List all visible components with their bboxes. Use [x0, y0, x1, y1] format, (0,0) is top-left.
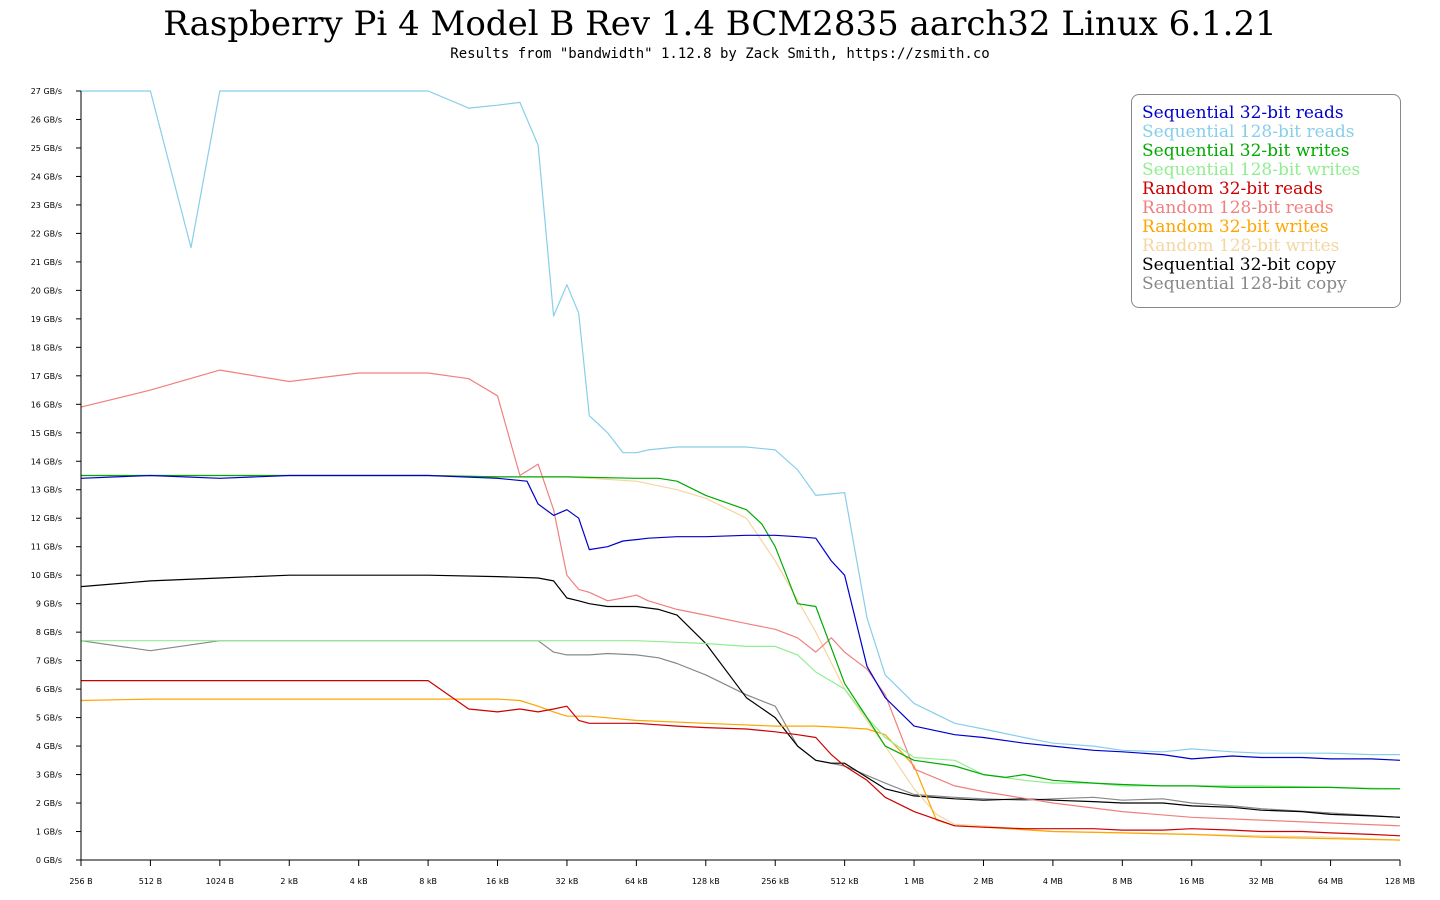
x-tick-label: 512 B: [139, 877, 162, 886]
y-tick-label: 0 GB/s: [36, 856, 62, 865]
legend-entry: Sequential 32-bit copy: [1142, 255, 1336, 275]
x-tick-label: 256 B: [69, 877, 92, 886]
y-tick-label: 15 GB/s: [31, 429, 62, 438]
legend-entry: Random 128-bit writes: [1142, 236, 1340, 256]
legend-entry: Sequential 32-bit reads: [1142, 103, 1344, 123]
legend-entry: Sequential 128-bit writes: [1142, 160, 1361, 180]
y-tick-label: 23 GB/s: [31, 201, 62, 210]
series-line-random-32-bit-writes: [80, 698, 1401, 841]
series-line-sequential-32-bit-reads: [80, 474, 1401, 761]
y-tick-label: 17 GB/s: [31, 372, 62, 381]
legend-entry: Sequential 128-bit reads: [1142, 122, 1355, 142]
y-tick-label: 5 GB/s: [36, 714, 62, 723]
series-line-random-32-bit-reads: [81, 679, 1401, 837]
x-tick-label: 128 MB: [1385, 877, 1415, 886]
y-tick-label: 19 GB/s: [31, 315, 62, 324]
series-line-sequential-128-bit-writes: [81, 640, 1401, 790]
y-tick-label: 11 GB/s: [31, 543, 62, 552]
chart-subtitle: Results from "bandwidth" 1.12.8 by Zack …: [450, 46, 990, 62]
x-tick-label: 2 kB: [280, 877, 298, 886]
y-tick-label: 21 GB/s: [31, 258, 62, 267]
x-tick-label: 1024 B: [206, 877, 234, 886]
x-tick-label: 4 MB: [1043, 877, 1063, 886]
x-tick-label: 16 MB: [1179, 877, 1204, 886]
x-tick-label: 1 MB: [904, 877, 924, 886]
x-tick-label: 64 MB: [1318, 877, 1343, 886]
legend: Sequential 32-bit reads Sequential 128-bi…: [1131, 94, 1401, 308]
y-tick-label: 14 GB/s: [31, 457, 62, 466]
y-tick-label: 8 GB/s: [36, 628, 62, 637]
x-tick-label: 128 kB: [692, 877, 720, 886]
x-tick-label: 256 kB: [761, 877, 789, 886]
y-tick-label: 18 GB/s: [31, 343, 62, 352]
y-tick-label: 27 GB/s: [31, 87, 62, 96]
legend-entry: Random 32-bit writes: [1142, 217, 1329, 237]
x-tick-label: 32 kB: [556, 877, 579, 886]
legend-entry: Random 128-bit reads: [1142, 198, 1334, 218]
x-tick-label: 512 kB: [831, 877, 859, 886]
y-tick-label: 3 GB/s: [36, 771, 62, 780]
series-line-sequential-32-bit-copy: [80, 574, 1401, 818]
x-tick-label: 2 MB: [973, 877, 993, 886]
y-tick-label: 6 GB/s: [36, 685, 62, 694]
y-tick-label: 25 GB/s: [31, 144, 62, 153]
y-tick-label: 26 GB/s: [31, 115, 62, 124]
y-tick-label: 4 GB/s: [36, 742, 62, 751]
legend-entry: Random 32-bit reads: [1142, 179, 1323, 199]
y-tick-label: 16 GB/s: [31, 400, 62, 409]
series-line-sequential-32-bit-writes: [81, 474, 1400, 790]
legend-entry: Sequential 32-bit writes: [1142, 141, 1350, 161]
chart-title: Raspberry Pi 4 Model B Rev 1.4 BCM2835 a…: [163, 4, 1277, 44]
y-tick-label: 1 GB/s: [36, 828, 62, 837]
y-tick-label: 7 GB/s: [36, 657, 62, 666]
x-tick-label: 8 kB: [419, 877, 437, 886]
x-tick-label: 32 MB: [1249, 877, 1274, 886]
y-tick-label: 2 GB/s: [36, 799, 62, 808]
y-tick-label: 10 GB/s: [31, 571, 62, 580]
series-line-sequential-128-bit-reads: [81, 90, 1400, 756]
y-tick-label: 24 GB/s: [31, 172, 62, 181]
y-tick-label: 12 GB/s: [31, 514, 62, 523]
x-tick-label: 64 kB: [625, 877, 648, 886]
x-tick-label: 8 MB: [1112, 877, 1132, 886]
y-tick-label: 9 GB/s: [36, 600, 62, 609]
y-tick-label: 22 GB/s: [31, 229, 62, 238]
plot-lines: [80, 90, 1401, 841]
y-tick-label: 20 GB/s: [31, 286, 62, 295]
y-tick-label: 13 GB/s: [31, 486, 62, 495]
axes: 0 GB/s 1 GB/s 2 GB/s 3 GB/s 4 GB/s 5 GB/s 6 GB…: [31, 87, 1415, 886]
x-tick-label: 16 kB: [486, 877, 509, 886]
legend-entry: Sequential 128-bit copy: [1142, 274, 1347, 294]
x-tick-label: 4 kB: [350, 877, 368, 886]
series-line-random-128-bit-reads: [80, 369, 1401, 827]
